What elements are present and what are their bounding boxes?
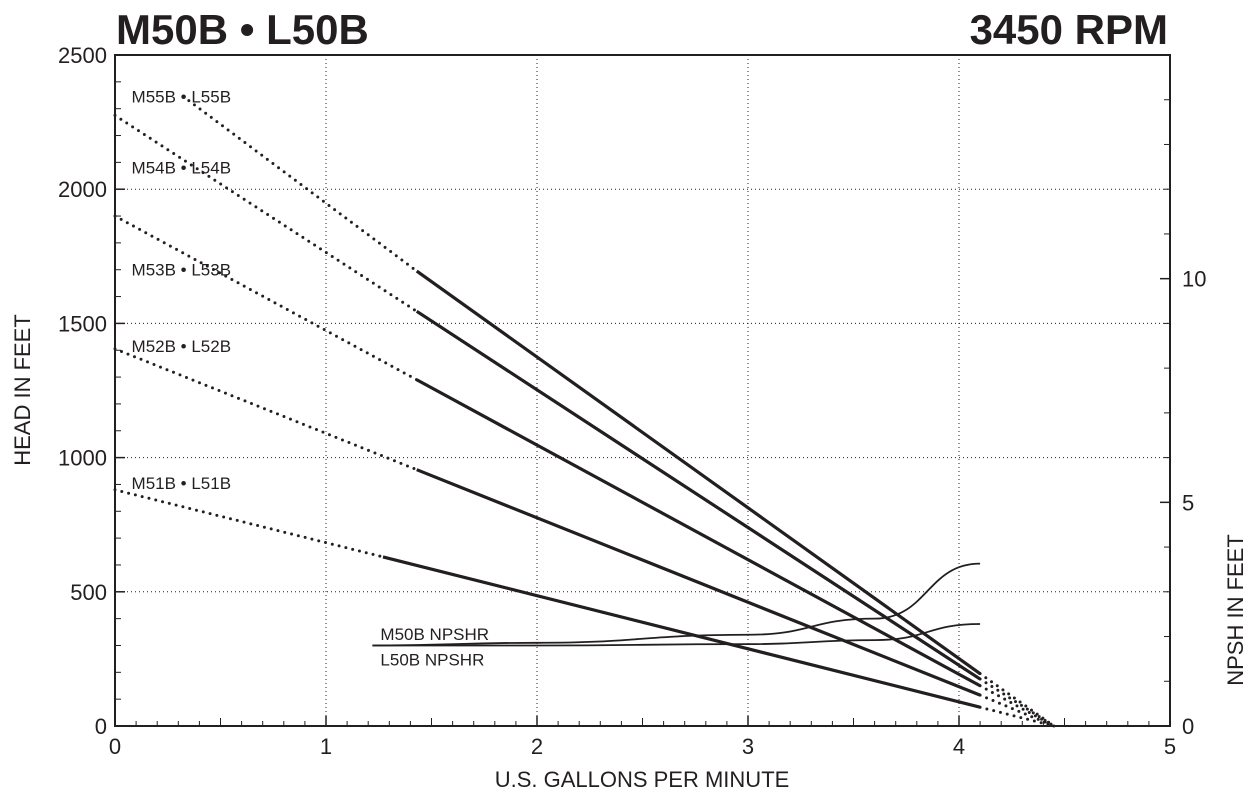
x-tick-label: 3 (742, 734, 754, 759)
x-tick-label: 2 (531, 734, 543, 759)
grid (115, 55, 1170, 726)
npshr-curve (372, 562, 981, 647)
series-line (416, 468, 981, 697)
npshr-label: L50B NPSHR (380, 651, 484, 670)
y2-tick-label: 5 (1182, 490, 1194, 515)
series-group: M52B • L52B (113, 337, 1056, 728)
series-tail-segment (978, 693, 1056, 728)
npshr-curve (372, 623, 981, 647)
plot-frame (114, 54, 1171, 727)
series-group: M55B • L55B (132, 88, 1056, 728)
series-line (415, 309, 981, 681)
series-line (415, 269, 982, 675)
y-tick-label: 500 (70, 580, 107, 605)
series-group: M53B • L53B (113, 214, 1056, 728)
x-tick-label: 4 (953, 734, 965, 759)
series-line (382, 555, 981, 709)
y2-tick-label: 10 (1182, 267, 1206, 292)
series-label: M52B • L52B (132, 337, 232, 356)
y-tick-label: 2500 (58, 43, 107, 68)
series-dotted-segment (113, 347, 419, 472)
series-tail-segment (978, 672, 1056, 728)
series-dotted-segment (113, 488, 385, 559)
chart-title: M50B • L50B (116, 6, 369, 53)
series-line (415, 378, 981, 688)
npshr-label: M50B NPSHR (380, 625, 489, 644)
x-axis-label: U.S. GALLONS PER MINUTE (495, 767, 790, 792)
series-tail-segment (978, 684, 1056, 728)
series-label: M51B • L51B (132, 474, 232, 493)
series-dotted-segment (113, 214, 419, 382)
y-axis-label: HEAD IN FEET (10, 314, 35, 466)
x-tick-label: 5 (1164, 734, 1176, 759)
series-label: M55B • L55B (132, 88, 232, 107)
series-dotted-segment (187, 99, 419, 273)
npsh-layer: M50B NPSHR L50B NPSHR (372, 562, 981, 670)
y-tick-label: 0 (95, 714, 107, 739)
y2-tick-label: 0 (1182, 714, 1194, 739)
y-tick-label: 1500 (58, 311, 107, 336)
x-tick-label: 0 (109, 734, 121, 759)
series-layer: M55B • L55B M54B • L54B M53B • L53B M52B • … (113, 88, 1056, 728)
y-tick-label: 1000 (58, 446, 107, 471)
series-label: M53B • L53B (132, 261, 232, 280)
series-group: M54B • L54B (113, 113, 1056, 728)
series-tail-segment (978, 677, 1056, 728)
y-tick-label: 2000 (58, 177, 107, 202)
series-tail-segment (978, 705, 1056, 728)
y2-axis-label: NPSH IN FEET (1223, 534, 1246, 686)
chart-subtitle: 3450 RPM (970, 6, 1168, 53)
series-group: M51B • L51B (113, 474, 1056, 728)
series-label: M54B • L54B (132, 159, 232, 178)
series-dotted-segment (113, 113, 419, 313)
x-tick-label: 1 (320, 734, 332, 759)
